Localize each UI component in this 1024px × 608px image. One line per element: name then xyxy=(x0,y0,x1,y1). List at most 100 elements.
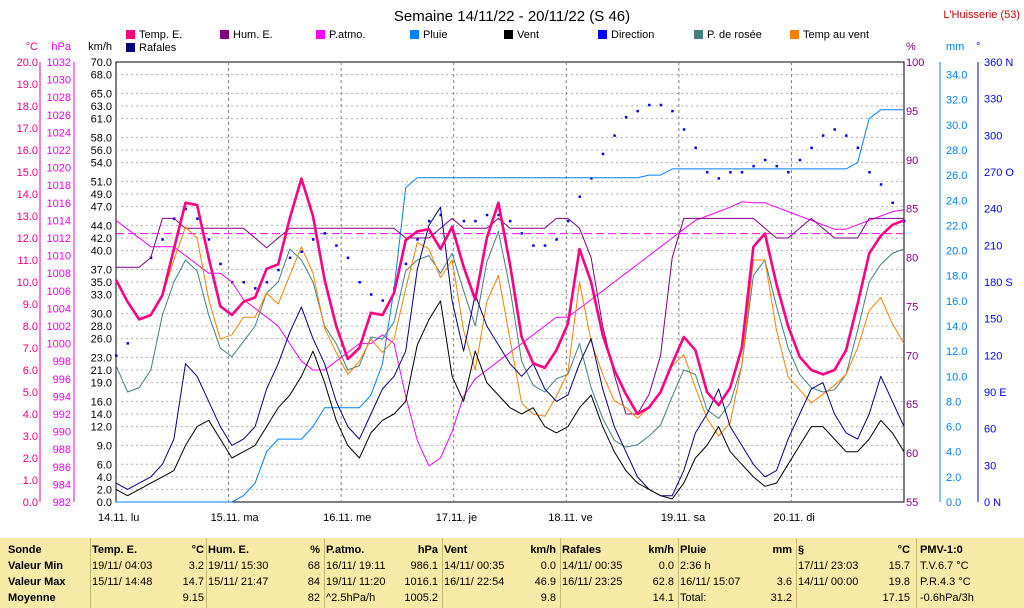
direction-point-8 xyxy=(207,238,211,241)
pressure-axis-tick-14: 1004 xyxy=(47,303,71,315)
stats-cell-row: 16/11/ 23:25 62.8 xyxy=(562,574,674,590)
stats-cell-row: 19/11/ 11:20 1016.1 xyxy=(326,574,438,590)
direction-point-59 xyxy=(798,158,802,162)
wind-axis-tick-23: 16.0 xyxy=(91,396,112,408)
direction-point-27 xyxy=(427,219,431,223)
stats-col-header: § °C xyxy=(798,542,910,558)
rain-axis-tick-6: 22.0 xyxy=(946,220,967,232)
pressure-axis-tick-2: 1028 xyxy=(47,92,71,104)
pressure-axis-tick-22: 988 xyxy=(53,444,71,456)
direction-point-38 xyxy=(555,238,558,241)
stats-col-header: Hum. E.% xyxy=(208,542,320,558)
temp-axis-tick-20: 0.0 xyxy=(23,497,38,509)
direction-point-64 xyxy=(856,146,860,150)
stats-separator-7 xyxy=(916,538,917,608)
direction-point-34 xyxy=(509,219,512,223)
stats-col-title: Hum. E. xyxy=(208,544,249,556)
stats-cell-value: 82 xyxy=(307,592,320,604)
direction-point-53 xyxy=(729,171,732,174)
rain-axis-tick-12: 10.0 xyxy=(946,371,967,383)
humidity-axis-tick-2: 90 xyxy=(906,155,918,167)
wind-axis-tick-17: 30.0 xyxy=(91,308,112,320)
wind-axis-tick-18: 28.0 xyxy=(91,321,112,333)
direction-point-65 xyxy=(868,171,871,174)
legend-swatch-0 xyxy=(126,30,135,39)
direction-point-14 xyxy=(277,268,280,272)
direction-point-62 xyxy=(833,128,836,131)
direction-axis-tick-4: 240 xyxy=(984,204,1002,216)
rain-axis-tick-14: 6.0 xyxy=(946,422,961,434)
legend-label-6: P. de rosée xyxy=(707,29,762,41)
stats-cell-time: 19/11/ 11:20 xyxy=(326,576,386,588)
rain-axis-tick-13: 8.0 xyxy=(946,396,961,408)
stats-col-title: Rafales xyxy=(562,544,602,556)
temp-axis-tick-8: 12.0 xyxy=(17,233,38,245)
humidity-axis-tick-5: 75 xyxy=(906,301,918,313)
rain-axis-tick-7: 20.0 xyxy=(946,246,967,258)
x-label-6: 20.11. di xyxy=(773,512,814,524)
humidity-axis-tick-9: 55 xyxy=(906,497,918,509)
stats-col-5: Pluie mm 2:36 h 16/11/ 15:07 3.6 Total: 31.2 xyxy=(680,542,792,606)
chart-title: Semaine 14/11/22 - 20/11/22 (S 46) xyxy=(394,8,630,25)
humidity-axis-tick-8: 60 xyxy=(906,448,918,460)
stats-col-header: Rafales km/h xyxy=(562,542,674,558)
stats-cell-row: 9.15 xyxy=(92,590,204,606)
temp-axis-tick-13: 7.0 xyxy=(23,343,38,355)
stats-cell-value: 62.8 xyxy=(652,576,674,588)
pmv-title: PMV-1:0 xyxy=(920,544,963,556)
temp-axis-unit: °C xyxy=(26,41,38,53)
legend-swatch-7 xyxy=(790,30,799,39)
wind-axis-tick-24: 14.0 xyxy=(91,409,112,421)
stats-pmv: PMV-1:0 T.V.6.7 °C P.R.4.3 °C -0.6hPa/3h xyxy=(920,542,1020,606)
rain-axis-tick-4: 26.0 xyxy=(946,170,967,182)
temp-axis-tick-14: 6.0 xyxy=(23,365,38,377)
pressure-axis-tick-4: 1024 xyxy=(47,127,71,139)
stats-row-headers: Sonde Valeur Min Valeur Max Moyenne xyxy=(8,542,88,606)
stats-cell-row: 9.8 xyxy=(444,590,556,606)
wind-axis-tick-21: 21.0 xyxy=(91,365,112,377)
direction-point-48 xyxy=(671,109,674,113)
humidity-axis-tick-7: 65 xyxy=(906,399,918,411)
direction-point-37 xyxy=(543,244,547,247)
direction-point-49 xyxy=(682,128,686,131)
stats-col-unit: km/h xyxy=(648,544,674,556)
rain-axis-tick-15: 4.0 xyxy=(946,447,961,459)
stats-cell-value: 19.8 xyxy=(888,576,910,588)
rain-axis-tick-10: 14.0 xyxy=(946,321,967,333)
direction-point-42 xyxy=(601,152,605,156)
stats-cell-time: 15/11/ 14:48 xyxy=(92,576,153,588)
direction-point-31 xyxy=(474,219,477,223)
stats-col-6: § °C 17/11/ 23:03 15.7 14/11/ 00:00 19.8 17.15 xyxy=(798,542,910,606)
wind-axis-tick-27: 6.0 xyxy=(97,459,112,471)
direction-point-0 xyxy=(115,354,118,357)
pressure-axis-tick-24: 984 xyxy=(53,479,71,491)
direction-point-6 xyxy=(184,207,188,211)
wind-axis-tick-26: 9.0 xyxy=(97,440,112,452)
rain-axis-tick-16: 2.0 xyxy=(946,472,961,484)
direction-axis-tick-3: 270 O xyxy=(984,167,1014,179)
direction-point-17 xyxy=(312,238,315,241)
stats-cell-time: 14/11/ 00:00 xyxy=(798,576,859,588)
stats-cell-value: 3.6 xyxy=(776,576,792,588)
stats-cell-row: 17/11/ 23:03 15.7 xyxy=(798,558,910,574)
direction-point-61 xyxy=(821,134,825,137)
direction-point-28 xyxy=(439,213,442,217)
stats-col-header: P.atmo. hPa xyxy=(326,542,438,558)
x-label-5: 19.11. sa xyxy=(661,512,706,524)
stats-cell-row: 14.1 xyxy=(562,590,674,606)
pressure-axis-tick-15: 1002 xyxy=(47,321,71,333)
humidity-axis-tick-0: 100 xyxy=(906,57,924,69)
humidity-axis-tick-6: 70 xyxy=(906,350,918,362)
stats-cell-row: 82 xyxy=(208,590,320,606)
pmv-row-2: P.R.4.3 °C xyxy=(920,576,971,588)
wind-axis-tick-5: 58.0 xyxy=(91,132,112,144)
direction-point-19 xyxy=(335,244,338,247)
temp-axis-tick-19: 1.0 xyxy=(23,475,38,487)
stats-col-1: Hum. E.% 19/11/ 15:30 68 15/11/ 21:47 84 82 xyxy=(208,542,320,606)
rain-axis-tick-9: 16.0 xyxy=(946,296,967,308)
stats-col-unit: mm xyxy=(772,544,792,556)
rain-axis-tick-17: 0.0 xyxy=(946,497,961,509)
x-label-3: 17.11. je xyxy=(436,512,477,524)
pressure-axis-tick-11: 1010 xyxy=(47,251,71,263)
stats-col-unit: % xyxy=(310,544,320,556)
